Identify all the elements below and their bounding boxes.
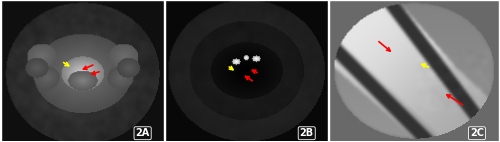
Text: 2B: 2B <box>300 128 314 138</box>
Text: 2A: 2A <box>136 128 150 138</box>
Text: 2C: 2C <box>470 128 484 138</box>
